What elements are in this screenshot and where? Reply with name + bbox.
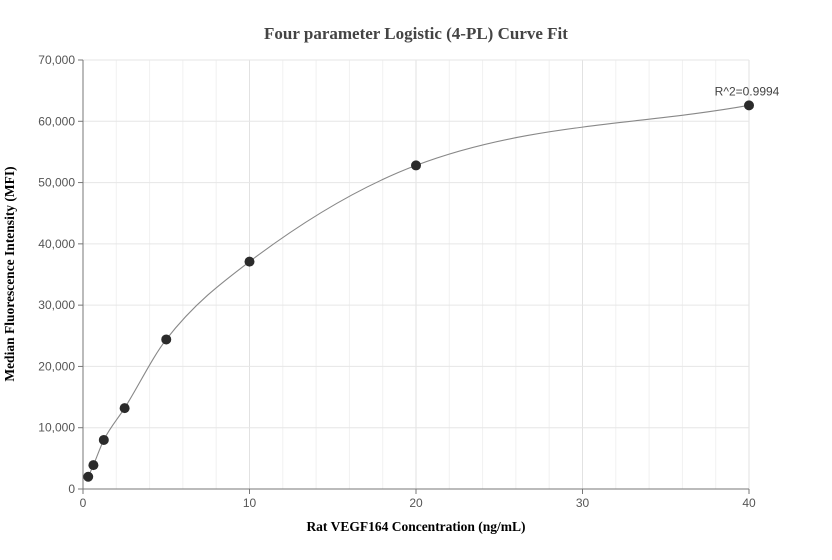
x-tick-label: 20	[409, 496, 423, 510]
chart-title: Four parameter Logistic (4-PL) Curve Fit	[264, 24, 568, 43]
r-squared-annotation: R^2=0.9994	[715, 84, 780, 98]
data-points	[83, 100, 754, 482]
x-tick-label: 10	[243, 496, 257, 510]
y-tick-label: 10,000	[38, 421, 75, 435]
data-point	[411, 160, 421, 171]
data-point	[119, 403, 130, 414]
y-tick-label: 70,000	[38, 53, 75, 67]
data-point	[244, 256, 255, 267]
grid-lines	[82, 59, 750, 490]
x-tick-label: 0	[80, 496, 87, 510]
y-tick-label: 40,000	[38, 237, 75, 251]
y-tick-label: 50,000	[38, 176, 75, 190]
x-tick-label: 40	[742, 496, 756, 510]
data-point	[98, 434, 109, 445]
tick-labels: 0 10,000 20,000 30,000 40,000 50,000 60,000 70,…	[38, 53, 756, 510]
data-point	[88, 460, 99, 471]
axes	[78, 59, 750, 494]
data-point	[744, 100, 754, 111]
y-tick-label: 30,000	[38, 298, 75, 312]
y-axis-label: Median Fluorescence Intensity (MFI)	[2, 166, 17, 381]
data-point	[83, 471, 94, 482]
data-point	[161, 334, 172, 345]
y-tick-label: 20,000	[38, 359, 75, 373]
y-tick-label: 60,000	[38, 114, 75, 128]
y-tick-label: 0	[68, 482, 75, 496]
fit-curve	[87, 104, 750, 477]
x-axis-label: Rat VEGF164 Concentration (ng/mL)	[306, 519, 525, 534]
x-tick-label: 30	[576, 496, 590, 510]
